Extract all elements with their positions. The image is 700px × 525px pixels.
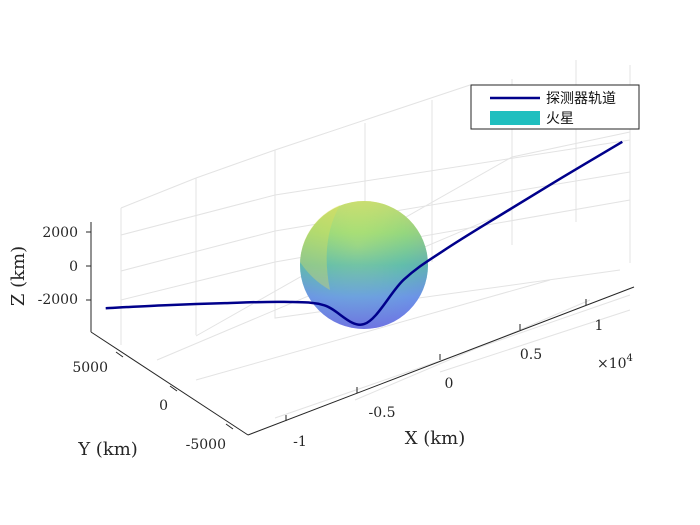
legend: 探测器轨道 火星 xyxy=(470,84,640,130)
z-tick-label: 2000 xyxy=(42,225,78,241)
y-axis: 5000 0 -5000 Y (km) xyxy=(72,351,234,460)
x-tick-label: 1 xyxy=(595,318,604,334)
legend-label-mars: 火星 xyxy=(546,111,574,127)
x-exponent-base: ×10 xyxy=(597,356,627,372)
x-exponent: ×104 xyxy=(597,353,633,372)
probe-trajectory-line xyxy=(105,140,623,326)
y-tick-label: -5000 xyxy=(186,437,226,453)
x-tick-label: -1 xyxy=(293,434,307,450)
x-tick-label: -0.5 xyxy=(369,405,396,421)
x-axis-label: X (km) xyxy=(405,428,466,449)
y-tick-label: 0 xyxy=(159,398,168,414)
x-tick-label: 0.5 xyxy=(520,347,542,363)
z-axis-label: Z (km) xyxy=(8,246,29,306)
y-axis-label: Y (km) xyxy=(77,439,138,460)
legend-label-trajectory: 探测器轨道 xyxy=(546,91,616,107)
x-axis: -1 -0.5 0 0.5 1 X (km) ×104 xyxy=(285,299,633,450)
legend-swatch-mars xyxy=(490,111,540,125)
y-tick-label: 5000 xyxy=(72,360,108,376)
x-tick-label: 0 xyxy=(445,376,454,392)
z-axis: 2000 0 -2000 Z (km) xyxy=(8,225,91,308)
mars-sphere xyxy=(300,201,428,329)
axes-box xyxy=(90,222,635,436)
z-tick-label: -2000 xyxy=(38,292,78,308)
x-exponent-power: 4 xyxy=(627,353,633,364)
z-tick-label: 0 xyxy=(69,259,78,275)
